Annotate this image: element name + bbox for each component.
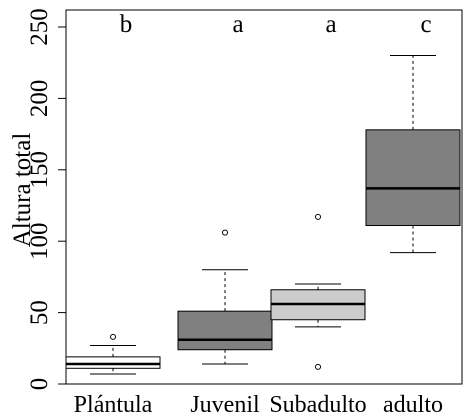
- y-axis: 0 50 100 150 200 250: [26, 8, 67, 391]
- box-group: [365, 55, 461, 254]
- y-tick-label: 250: [26, 8, 53, 46]
- box: [365, 129, 461, 226]
- box: [177, 310, 273, 351]
- outlier-point: [110, 333, 116, 340]
- y-tick-label: 100: [26, 222, 53, 260]
- x-tick-label: adulto: [383, 392, 443, 418]
- outlier-point: [315, 213, 321, 220]
- box-group: [65, 333, 161, 375]
- outlier-point: [315, 363, 321, 370]
- y-axis-label: Altura total: [9, 133, 36, 248]
- x-tick-label: Subadulto: [269, 392, 366, 418]
- x-tick-label: Plántula: [74, 392, 153, 418]
- plot-frame: [65, 9, 463, 385]
- box: [65, 356, 161, 369]
- y-tick-label: 50: [26, 300, 53, 325]
- significance-letter: a: [325, 11, 336, 38]
- y-tick-label: 200: [26, 80, 53, 118]
- y-tick-label: 150: [26, 151, 53, 189]
- x-tick-label: Juvenil: [190, 392, 260, 418]
- box-group: [270, 213, 366, 370]
- significance-letter: b: [120, 11, 133, 38]
- significance-letter: a: [232, 11, 243, 38]
- significance-letter: c: [420, 11, 431, 38]
- box-group: [177, 229, 273, 365]
- outlier-point: [222, 229, 228, 236]
- y-tick-label: 0: [26, 378, 53, 391]
